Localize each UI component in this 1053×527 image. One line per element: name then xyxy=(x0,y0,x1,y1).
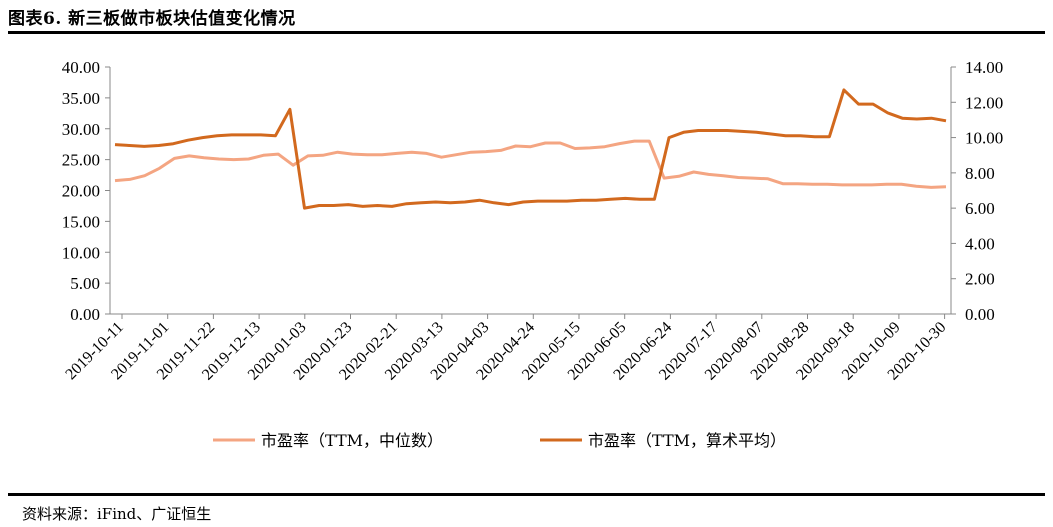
right-tick-label: 2.00 xyxy=(965,270,995,289)
left-tick-label: 15.00 xyxy=(62,212,100,231)
right-tick-label: 8.00 xyxy=(965,164,995,183)
left-tick-label: 20.00 xyxy=(62,182,100,201)
left-tick-label: 5.00 xyxy=(70,274,100,293)
right-tick-label: 0.00 xyxy=(965,305,995,324)
right-tick-label: 6.00 xyxy=(965,199,995,218)
top-rule xyxy=(8,31,1045,34)
series-line-1 xyxy=(114,139,947,189)
left-tick-label: 30.00 xyxy=(62,120,100,139)
left-tick-label: 25.00 xyxy=(62,151,100,170)
right-tick-label: 14.00 xyxy=(965,58,1003,77)
legend-label-2: 市盈率（TTM，算术平均） xyxy=(588,431,786,450)
series-line-2 xyxy=(114,88,947,210)
left-tick-label: 0.00 xyxy=(70,305,100,324)
bottom-rule xyxy=(8,493,1045,496)
left-tick-label: 10.00 xyxy=(62,243,100,262)
chart-title: 图表6. 新三板做市板块估值变化情况 xyxy=(8,9,296,29)
left-tick-label: 40.00 xyxy=(62,58,100,77)
right-tick-label: 10.00 xyxy=(965,129,1003,148)
legend-label-1: 市盈率（TTM，中位数） xyxy=(261,431,443,450)
left-tick-label: 35.00 xyxy=(62,89,100,108)
right-tick-label: 4.00 xyxy=(965,234,995,253)
source-note: 资料来源：iFind、广证恒生 xyxy=(22,505,212,523)
right-tick-label: 12.00 xyxy=(965,93,1003,112)
